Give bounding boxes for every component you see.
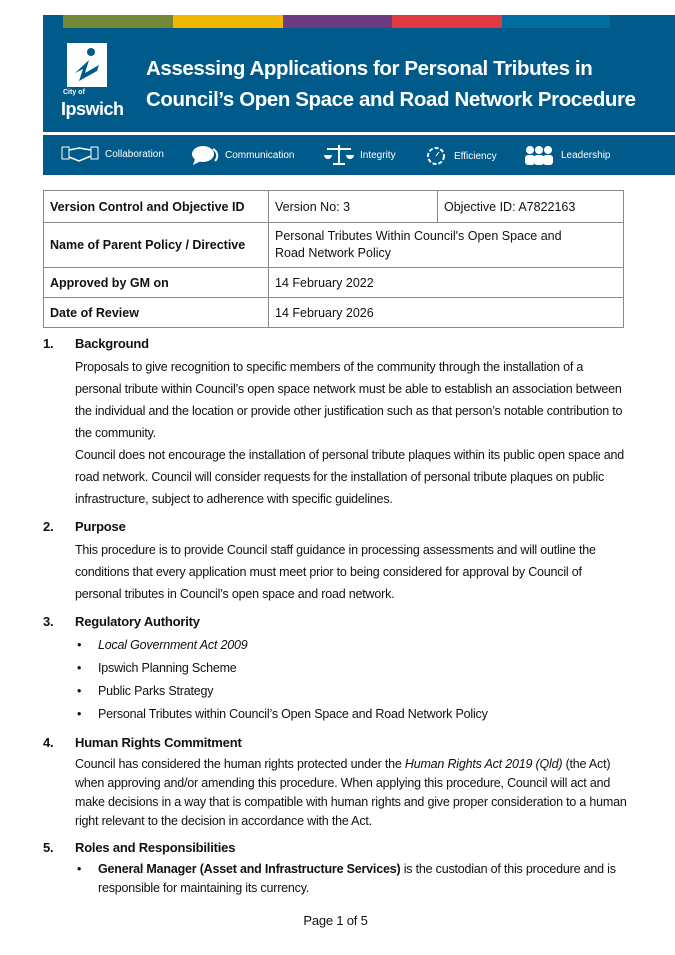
table-row: Version Control and Objective ID Version … — [43, 190, 624, 223]
section-human-rights: 4. Human Rights Commitment Council has co… — [43, 734, 628, 831]
stripe-yellow — [173, 15, 283, 28]
section-number: 3. — [43, 614, 54, 629]
act-name: Human Rights Act 2019 (Qld) — [404, 757, 563, 771]
value-integrity: Integrity — [324, 145, 396, 165]
gear-icon — [427, 147, 445, 165]
value-communication: Communication — [191, 145, 294, 165]
paragraph: Council does not encourage the installat… — [75, 448, 625, 506]
value-collaboration: Collaboration — [61, 145, 164, 163]
section-number: 4. — [43, 735, 54, 750]
section-background: 1. Background Proposals to give recogniti… — [43, 335, 628, 510]
paragraph: Proposals to give recognition to specifi… — [75, 360, 623, 440]
section-purpose: 2. Purpose This procedure is to provide C… — [43, 518, 628, 605]
section-heading: Human Rights Commitment — [75, 735, 242, 750]
parent-policy: Personal Tributes Within Council's Open … — [268, 222, 624, 268]
section-heading: Background — [75, 336, 149, 351]
objective-id: Objective ID: A7822163 — [437, 190, 624, 223]
table-key: Version Control and Objective ID — [43, 190, 269, 223]
list-item: Public Parks Strategy — [77, 680, 628, 703]
section-roles: 5. Roles and Responsibilities General Man… — [43, 839, 628, 898]
value-label: Integrity — [360, 149, 396, 161]
section-heading: Purpose — [75, 519, 126, 534]
text: Council has considered the human rights … — [75, 757, 405, 771]
table-row: Name of Parent Policy / Directive Persona… — [43, 222, 624, 268]
value-efficiency: Efficiency — [424, 145, 497, 167]
text: is the custodian of this procedure and i… — [98, 862, 616, 895]
value-leadership: Leadership — [523, 145, 610, 165]
role-name: General Manager (Asset and Infrastructur… — [98, 862, 401, 876]
table-row: Date of Review 14 February 2026 — [43, 297, 624, 328]
section-regulatory-authority: 3. Regulatory Authority Local Government … — [43, 613, 628, 726]
value-label: Efficiency — [454, 150, 497, 162]
table-key: Approved by GM on — [43, 267, 269, 298]
paragraph: This procedure is to provide Council sta… — [75, 543, 596, 601]
table-key: Date of Review — [43, 297, 269, 328]
handshake-icon — [61, 146, 99, 162]
header-banner: City of Ipswich Assessing Applications f… — [43, 15, 675, 132]
text: (the Act) when approving and/or amending… — [75, 757, 627, 828]
version-control-table: Version Control and Objective ID Version … — [43, 190, 624, 328]
logo-big-text: Ipswich — [61, 99, 124, 119]
stripe-red — [392, 15, 502, 28]
section-number: 5. — [43, 840, 54, 855]
review-date: 14 February 2026 — [268, 297, 624, 328]
document-body: 1. Background Proposals to give recogniti… — [43, 335, 628, 929]
list-item: General Manager (Asset and Infrastructur… — [77, 860, 628, 898]
title-line-2: Council’s Open Space and Road Network Pr… — [146, 88, 636, 111]
stripe-purple — [283, 15, 392, 28]
title-line-1: Assessing Applications for Personal Trib… — [146, 57, 593, 80]
speech-bubble-icon — [192, 146, 219, 165]
section-number: 1. — [43, 336, 54, 351]
version-number: Version No: 3 — [268, 190, 438, 223]
list-item: Personal Tributes within Council’s Open … — [77, 703, 628, 726]
page-number: Page 1 of 5 — [303, 913, 368, 928]
values-bar: Collaboration Communication Integrity Ef… — [43, 135, 675, 175]
stripe-blue — [502, 15, 610, 28]
section-number: 2. — [43, 519, 54, 534]
section-heading: Roles and Responsibilities — [75, 840, 236, 855]
page-title: Assessing Applications for Personal Trib… — [146, 53, 636, 115]
list-item: Local Government Act 2009 — [77, 634, 628, 657]
value-label: Collaboration — [105, 148, 164, 160]
stripe-green — [63, 15, 173, 28]
scales-icon — [324, 145, 354, 165]
approved-date: 14 February 2022 — [268, 267, 624, 298]
section-heading: Regulatory Authority — [75, 614, 200, 629]
value-label: Leadership — [561, 149, 611, 161]
city-of-ipswich-logo: City of Ipswich — [61, 43, 131, 125]
logo-small-text: City of — [63, 89, 85, 96]
value-label: Communication — [225, 149, 295, 161]
list-item: Ipswich Planning Scheme — [77, 657, 628, 680]
paragraph: Council has considered the human rights … — [75, 755, 628, 831]
table-key: Name of Parent Policy / Directive — [43, 222, 269, 268]
people-icon — [525, 146, 553, 165]
table-row: Approved by GM on 14 February 2022 — [43, 267, 624, 298]
